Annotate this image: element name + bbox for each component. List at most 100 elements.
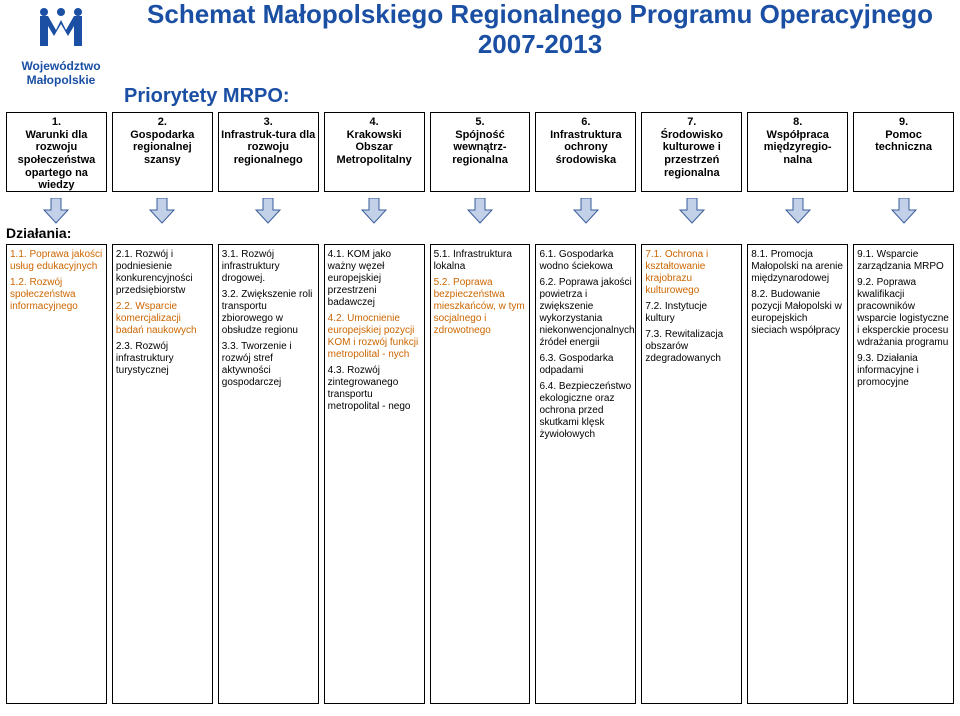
arrows-row bbox=[6, 198, 954, 224]
priority-box-3: 3.Infrastruk-tura dla rozwoju regionalne… bbox=[218, 112, 319, 192]
action-number: 2.1. bbox=[116, 249, 135, 260]
priority-number: 6. bbox=[538, 116, 633, 129]
priority-label: Środowisko kulturowe i przestrzeń region… bbox=[644, 129, 739, 180]
action-column-8: 8.1. Promocja Małopolski na arenie międz… bbox=[747, 244, 848, 704]
priority-label: Współpraca międzyregio-nalna bbox=[750, 129, 845, 167]
action-column-4: 4.1. KOM jako ważny węzeł europejskiej p… bbox=[324, 244, 425, 704]
arrow-cell bbox=[853, 198, 954, 224]
action-number: 7.2. bbox=[645, 301, 664, 312]
priority-number: 4. bbox=[327, 116, 422, 129]
priority-label: Krakowski Obszar Metropolitalny bbox=[327, 129, 422, 167]
priority-number: 1. bbox=[9, 116, 104, 129]
arrow-down-icon bbox=[784, 198, 812, 224]
arrow-cell bbox=[430, 198, 531, 224]
arrow-down-icon bbox=[360, 198, 388, 224]
action-column-7: 7.1. Ochrona i kształtowanie krajobrazu … bbox=[641, 244, 742, 704]
action-item: 7.3. Rewitalizacja obszarów zdegradowany… bbox=[645, 329, 738, 365]
priorities-subtitle: Priorytety MRPO: bbox=[124, 85, 290, 108]
priority-label: Infrastruk-tura dla rozwoju regionalnego bbox=[221, 129, 316, 167]
action-item: 3.2. Zwiększenie roli transportu zbiorow… bbox=[222, 289, 315, 337]
priority-box-1: 1.Warunki dla rozwoju społeczeństwa opar… bbox=[6, 112, 107, 192]
priority-box-2: 2.Gospodarka regionalnej szansy bbox=[112, 112, 213, 192]
action-column-2: 2.1. Rozwój i podniesienie konkurencyjno… bbox=[112, 244, 213, 704]
action-item: 9.1. Wsparcie zarządzania MRPO bbox=[857, 249, 950, 273]
action-number: 9.3. bbox=[857, 353, 876, 364]
priority-box-4: 4.Krakowski Obszar Metropolitalny bbox=[324, 112, 425, 192]
priority-box-6: 6.Infrastruktura ochrony środowiska bbox=[535, 112, 636, 192]
arrow-down-icon bbox=[148, 198, 176, 224]
action-number: 9.2. bbox=[857, 277, 876, 288]
priority-number: 9. bbox=[856, 116, 951, 129]
action-number: 4.2. bbox=[328, 313, 347, 324]
priority-box-9: 9.Pomoc techniczna bbox=[853, 112, 954, 192]
action-number: 1.2. bbox=[10, 277, 29, 288]
action-number: 7.1. bbox=[645, 249, 664, 260]
action-number: 5.2. bbox=[434, 277, 453, 288]
action-item: 2.3. Rozwój infrastruktury turystycznej bbox=[116, 341, 209, 377]
action-item: 5.2. Poprawa bezpieczeństwa mieszkańców,… bbox=[434, 277, 527, 337]
action-item: 6.4. Bezpieczeństwo ekologiczne oraz och… bbox=[539, 381, 632, 441]
action-item: 4.3. Rozwój zintegrowanego transportu me… bbox=[328, 365, 421, 413]
action-item: 3.1. Rozwój infrastruktury drogowej. bbox=[222, 249, 315, 285]
logo: Województwo Małopolskie bbox=[6, 6, 116, 87]
action-item: 3.3. Tworzenie i rozwój stref aktywności… bbox=[222, 341, 315, 389]
action-item: 6.3. Gospodarka odpadami bbox=[539, 353, 632, 377]
priority-number: 2. bbox=[115, 116, 210, 129]
arrow-cell bbox=[324, 198, 425, 224]
arrow-cell bbox=[535, 198, 636, 224]
action-item: 8.2. Budowanie pozycji Małopolski w euro… bbox=[751, 289, 844, 337]
action-item: 8.1. Promocja Małopolski na arenie międz… bbox=[751, 249, 844, 285]
action-item: 4.1. KOM jako ważny węzeł europejskiej p… bbox=[328, 249, 421, 309]
priorities-row: 1.Warunki dla rozwoju społeczeństwa opar… bbox=[6, 112, 954, 192]
action-column-9: 9.1. Wsparcie zarządzania MRPO 9.2. Popra… bbox=[853, 244, 954, 704]
action-number: 6.4. bbox=[539, 381, 558, 392]
arrow-cell bbox=[747, 198, 848, 224]
arrow-down-icon bbox=[890, 198, 918, 224]
priority-label: Pomoc techniczna bbox=[856, 129, 951, 154]
action-number: 8.1. bbox=[751, 249, 770, 260]
action-number: 3.1. bbox=[222, 249, 241, 260]
logo-crown-icon bbox=[6, 6, 116, 57]
arrow-down-icon bbox=[42, 198, 70, 224]
page-title: Schemat Małopolskiego Regionalnego Progr… bbox=[130, 0, 950, 60]
action-number: 6.3. bbox=[539, 353, 558, 364]
priority-label: Spójność wewnątrz-regionalna bbox=[433, 129, 528, 167]
arrow-down-icon bbox=[572, 198, 600, 224]
priority-label: Infrastruktura ochrony środowiska bbox=[538, 129, 633, 167]
action-number: 6.2. bbox=[539, 277, 558, 288]
action-number: 2.2. bbox=[116, 301, 135, 312]
action-item: 4.2. Umocnienie europejskiej pozycji KOM… bbox=[328, 313, 421, 361]
arrow-down-icon bbox=[466, 198, 494, 224]
priority-box-8: 8.Współpraca międzyregio-nalna bbox=[747, 112, 848, 192]
action-item: 9.2. Poprawa kwalifikacji pracowników ws… bbox=[857, 277, 950, 349]
action-item: 9.3. Działania informacyjne i promocyjne bbox=[857, 353, 950, 389]
arrow-cell bbox=[112, 198, 213, 224]
action-item: 6.1. Gospodarka wodno ściekowa bbox=[539, 249, 632, 273]
action-column-3: 3.1. Rozwój infrastruktury drogowej. 3.2.… bbox=[218, 244, 319, 704]
priority-box-7: 7.Środowisko kulturowe i przestrzeń regi… bbox=[641, 112, 742, 192]
action-number: 4.1. bbox=[328, 249, 347, 260]
action-column-6: 6.1. Gospodarka wodno ściekowa 6.2. Popra… bbox=[535, 244, 636, 704]
action-number: 5.1. bbox=[434, 249, 453, 260]
action-number: 6.1. bbox=[539, 249, 558, 260]
action-column-1: 1.1. Poprawa jakości usług edukacyjnych 1… bbox=[6, 244, 107, 704]
action-number: 9.1. bbox=[857, 249, 876, 260]
arrow-cell bbox=[641, 198, 742, 224]
action-item: 2.1. Rozwój i podniesienie konkurencyjno… bbox=[116, 249, 209, 297]
logo-text: Województwo Małopolskie bbox=[6, 59, 116, 87]
action-number: 3.2. bbox=[222, 289, 241, 300]
priority-label: Warunki dla rozwoju społeczeństwa oparte… bbox=[9, 129, 104, 192]
arrow-down-icon bbox=[254, 198, 282, 224]
arrow-down-icon bbox=[678, 198, 706, 224]
action-item: 1.1. Poprawa jakości usług edukacyjnych bbox=[10, 249, 103, 273]
priority-box-5: 5.Spójność wewnątrz-regionalna bbox=[430, 112, 531, 192]
action-number: 3.3. bbox=[222, 341, 241, 352]
action-number: 2.3. bbox=[116, 341, 135, 352]
action-item: 6.2. Poprawa jakości powietrza i zwiększ… bbox=[539, 277, 632, 349]
action-column-5: 5.1. Infrastruktura lokalna5.2. Poprawa … bbox=[430, 244, 531, 704]
action-number: 7.3. bbox=[645, 329, 664, 340]
priority-number: 7. bbox=[644, 116, 739, 129]
action-item: 2.2. Wsparcie komercjalizacji badań nauk… bbox=[116, 301, 209, 337]
arrow-cell bbox=[218, 198, 319, 224]
actions-row: 1.1. Poprawa jakości usług edukacyjnych 1… bbox=[6, 244, 954, 704]
